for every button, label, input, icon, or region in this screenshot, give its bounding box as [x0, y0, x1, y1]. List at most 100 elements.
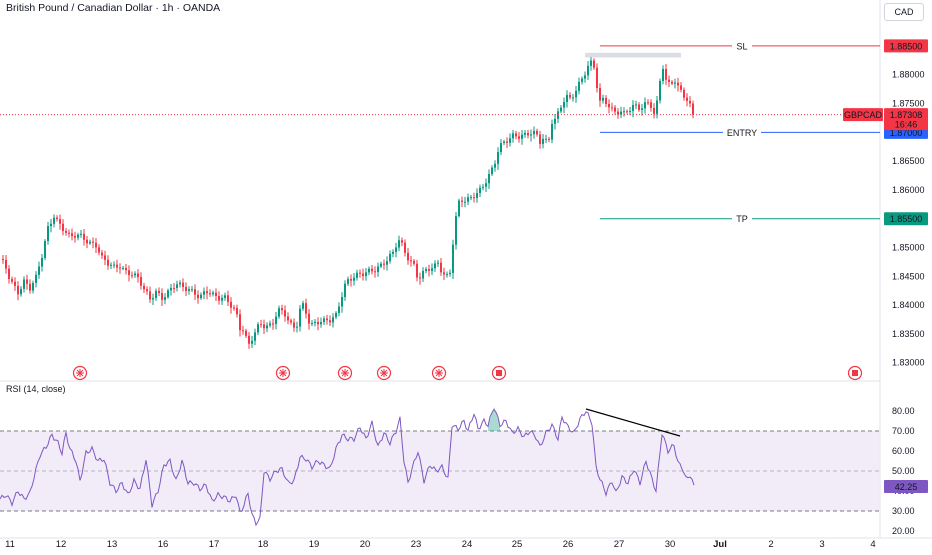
- rsi-band: [0, 431, 880, 511]
- candle-body: [191, 289, 193, 291]
- currency-label[interactable]: CAD: [884, 3, 924, 21]
- candle-body: [161, 293, 163, 300]
- candle-body: [257, 324, 259, 333]
- candle-body: [176, 284, 178, 288]
- candle-body: [473, 197, 475, 199]
- candle-body: [131, 275, 133, 277]
- candle-body: [488, 173, 490, 184]
- candle-body: [440, 262, 442, 273]
- current-price-text: 1.87308: [890, 110, 923, 120]
- time-axis-tick: 3: [819, 539, 824, 550]
- candle-body: [5, 259, 7, 269]
- candle-body: [371, 268, 373, 272]
- candle-body: [368, 268, 370, 273]
- candle-body: [593, 60, 595, 68]
- candle-body: [587, 65, 589, 76]
- time-axis-tick: 20: [360, 539, 371, 550]
- candles-group: [2, 56, 694, 349]
- candle-body: [215, 292, 217, 297]
- candle-body: [224, 295, 226, 298]
- candle-body: [380, 263, 382, 267]
- candle-body: [653, 107, 655, 114]
- divergence-trend-line: [585, 408, 681, 437]
- candle-body: [407, 252, 409, 261]
- candle-body: [110, 264, 112, 266]
- time-axis-tick: 23: [411, 539, 422, 550]
- candle-body: [569, 94, 571, 98]
- candle-body: [551, 123, 553, 140]
- candle-body: [431, 268, 433, 271]
- level-label: SL: [736, 41, 747, 51]
- candle-body: [419, 277, 421, 279]
- rsi-overbought-fill: [488, 407, 500, 431]
- union-jack-icon: [435, 369, 443, 377]
- candle-body: [599, 88, 601, 101]
- candle-body: [479, 187, 481, 194]
- candle-body: [254, 332, 256, 341]
- time-axis-tick: 16: [158, 539, 169, 550]
- candle-body: [674, 82, 676, 84]
- candle-body: [425, 269, 427, 271]
- rsi-value-tag: [884, 480, 928, 493]
- candle-body: [671, 81, 673, 84]
- candle-body: [107, 259, 109, 266]
- candle-body: [392, 251, 394, 254]
- rsi-axis-tick: 20.00: [892, 526, 915, 536]
- candle-body: [365, 272, 367, 277]
- candle-body: [11, 279, 13, 282]
- candle-body: [416, 263, 418, 278]
- rsi-line: [0, 408, 695, 527]
- candle-body: [152, 298, 154, 300]
- candle-body: [239, 314, 241, 331]
- candle-body: [218, 296, 220, 301]
- candle-body: [68, 232, 70, 234]
- candle-body: [134, 273, 136, 276]
- candle-body: [527, 132, 529, 136]
- candle-body: [251, 340, 253, 344]
- candle-body: [458, 200, 460, 217]
- candle-body: [236, 307, 238, 315]
- rsi-axis-tick: 30.00: [892, 506, 915, 516]
- candle-body: [221, 297, 223, 301]
- candle-body: [494, 163, 496, 168]
- candle-body: [422, 270, 424, 279]
- countdown-text: 16:46: [895, 120, 918, 130]
- candle-body: [485, 183, 487, 187]
- candle-body: [35, 274, 37, 283]
- candle-body: [602, 97, 604, 101]
- candle-body: [437, 262, 439, 264]
- candle-body: [590, 60, 592, 66]
- rsi-axis-tick: 60.00: [892, 446, 915, 456]
- candle-body: [533, 130, 535, 135]
- candle-body: [383, 263, 385, 265]
- candle-body: [320, 322, 322, 325]
- time-axis-tick: 2: [768, 539, 773, 550]
- candle-body: [509, 138, 511, 143]
- candle-body: [638, 104, 640, 110]
- candle-body: [260, 324, 262, 326]
- candle-body: [374, 271, 376, 273]
- candle-body: [233, 307, 235, 309]
- candle-body: [662, 68, 664, 82]
- candle-body: [314, 321, 316, 324]
- candle-body: [641, 108, 643, 110]
- candle-body: [656, 100, 658, 114]
- candle-body: [644, 102, 646, 109]
- candle-body: [572, 97, 574, 99]
- candle-body: [335, 312, 337, 318]
- candle-body: [464, 201, 466, 203]
- level-label-bg: [732, 212, 752, 225]
- candle-body: [536, 130, 538, 135]
- candle-body: [665, 68, 667, 80]
- level-price-text: 1.88500: [890, 41, 923, 51]
- candle-body: [650, 102, 652, 108]
- candle-body: [194, 289, 196, 295]
- candle-body: [635, 104, 637, 106]
- candle-body: [32, 282, 34, 291]
- candle-body: [116, 264, 118, 268]
- maple-leaf-icon: [496, 370, 502, 376]
- candle-body: [404, 242, 406, 253]
- candle-body: [323, 318, 325, 323]
